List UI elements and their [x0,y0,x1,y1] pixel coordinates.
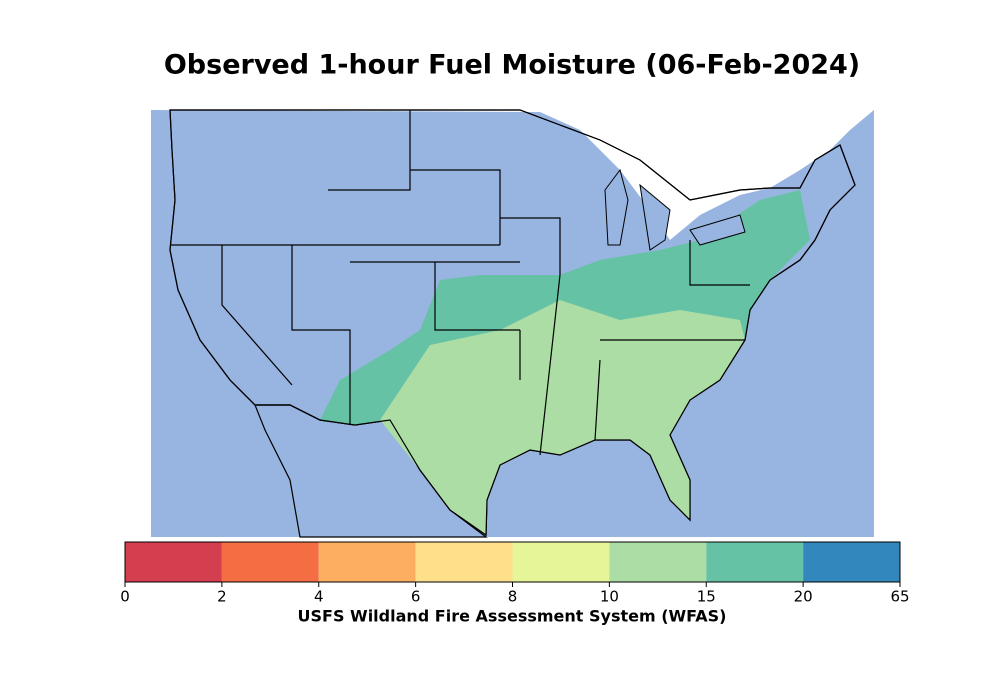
colorbar-segment [221,542,319,582]
great-lakes [604,168,746,251]
colorbar-tick-label: 10 [600,588,619,606]
state-borders [170,110,750,456]
canada [151,84,874,240]
colorbar-frame [124,541,901,583]
colorbar-segment [609,542,707,582]
colorbar-label: USFS Wildland Fire Assessment System (WF… [298,607,727,626]
us-outline [169,109,856,537]
colorbar-tick-label: 8 [508,588,518,606]
colorbar: 0 2 4 6 8 10 15 20 65 [120,541,910,606]
colorbar-segment [803,542,900,582]
drier-region [380,300,745,535]
colorbar-tick-label: 4 [314,588,324,606]
colorbar-segment [125,542,222,582]
colorbar-tick-label: 6 [411,588,421,606]
colorbar-tick-label: 0 [120,588,130,606]
colorbar-tick-label: 65 [890,588,909,606]
colorbar-segment [512,542,610,582]
colorbar-segment [415,542,513,582]
colorbar-segment [318,542,416,582]
colorbar-tick-label: 20 [794,588,813,606]
colorbar-segment [706,542,804,582]
map-title: Observed 1-hour Fuel Moisture (06-Feb-20… [164,50,860,81]
colorbar-tick-label: 15 [697,588,716,606]
map [151,84,874,538]
colorbar-tick-label: 2 [217,588,227,606]
